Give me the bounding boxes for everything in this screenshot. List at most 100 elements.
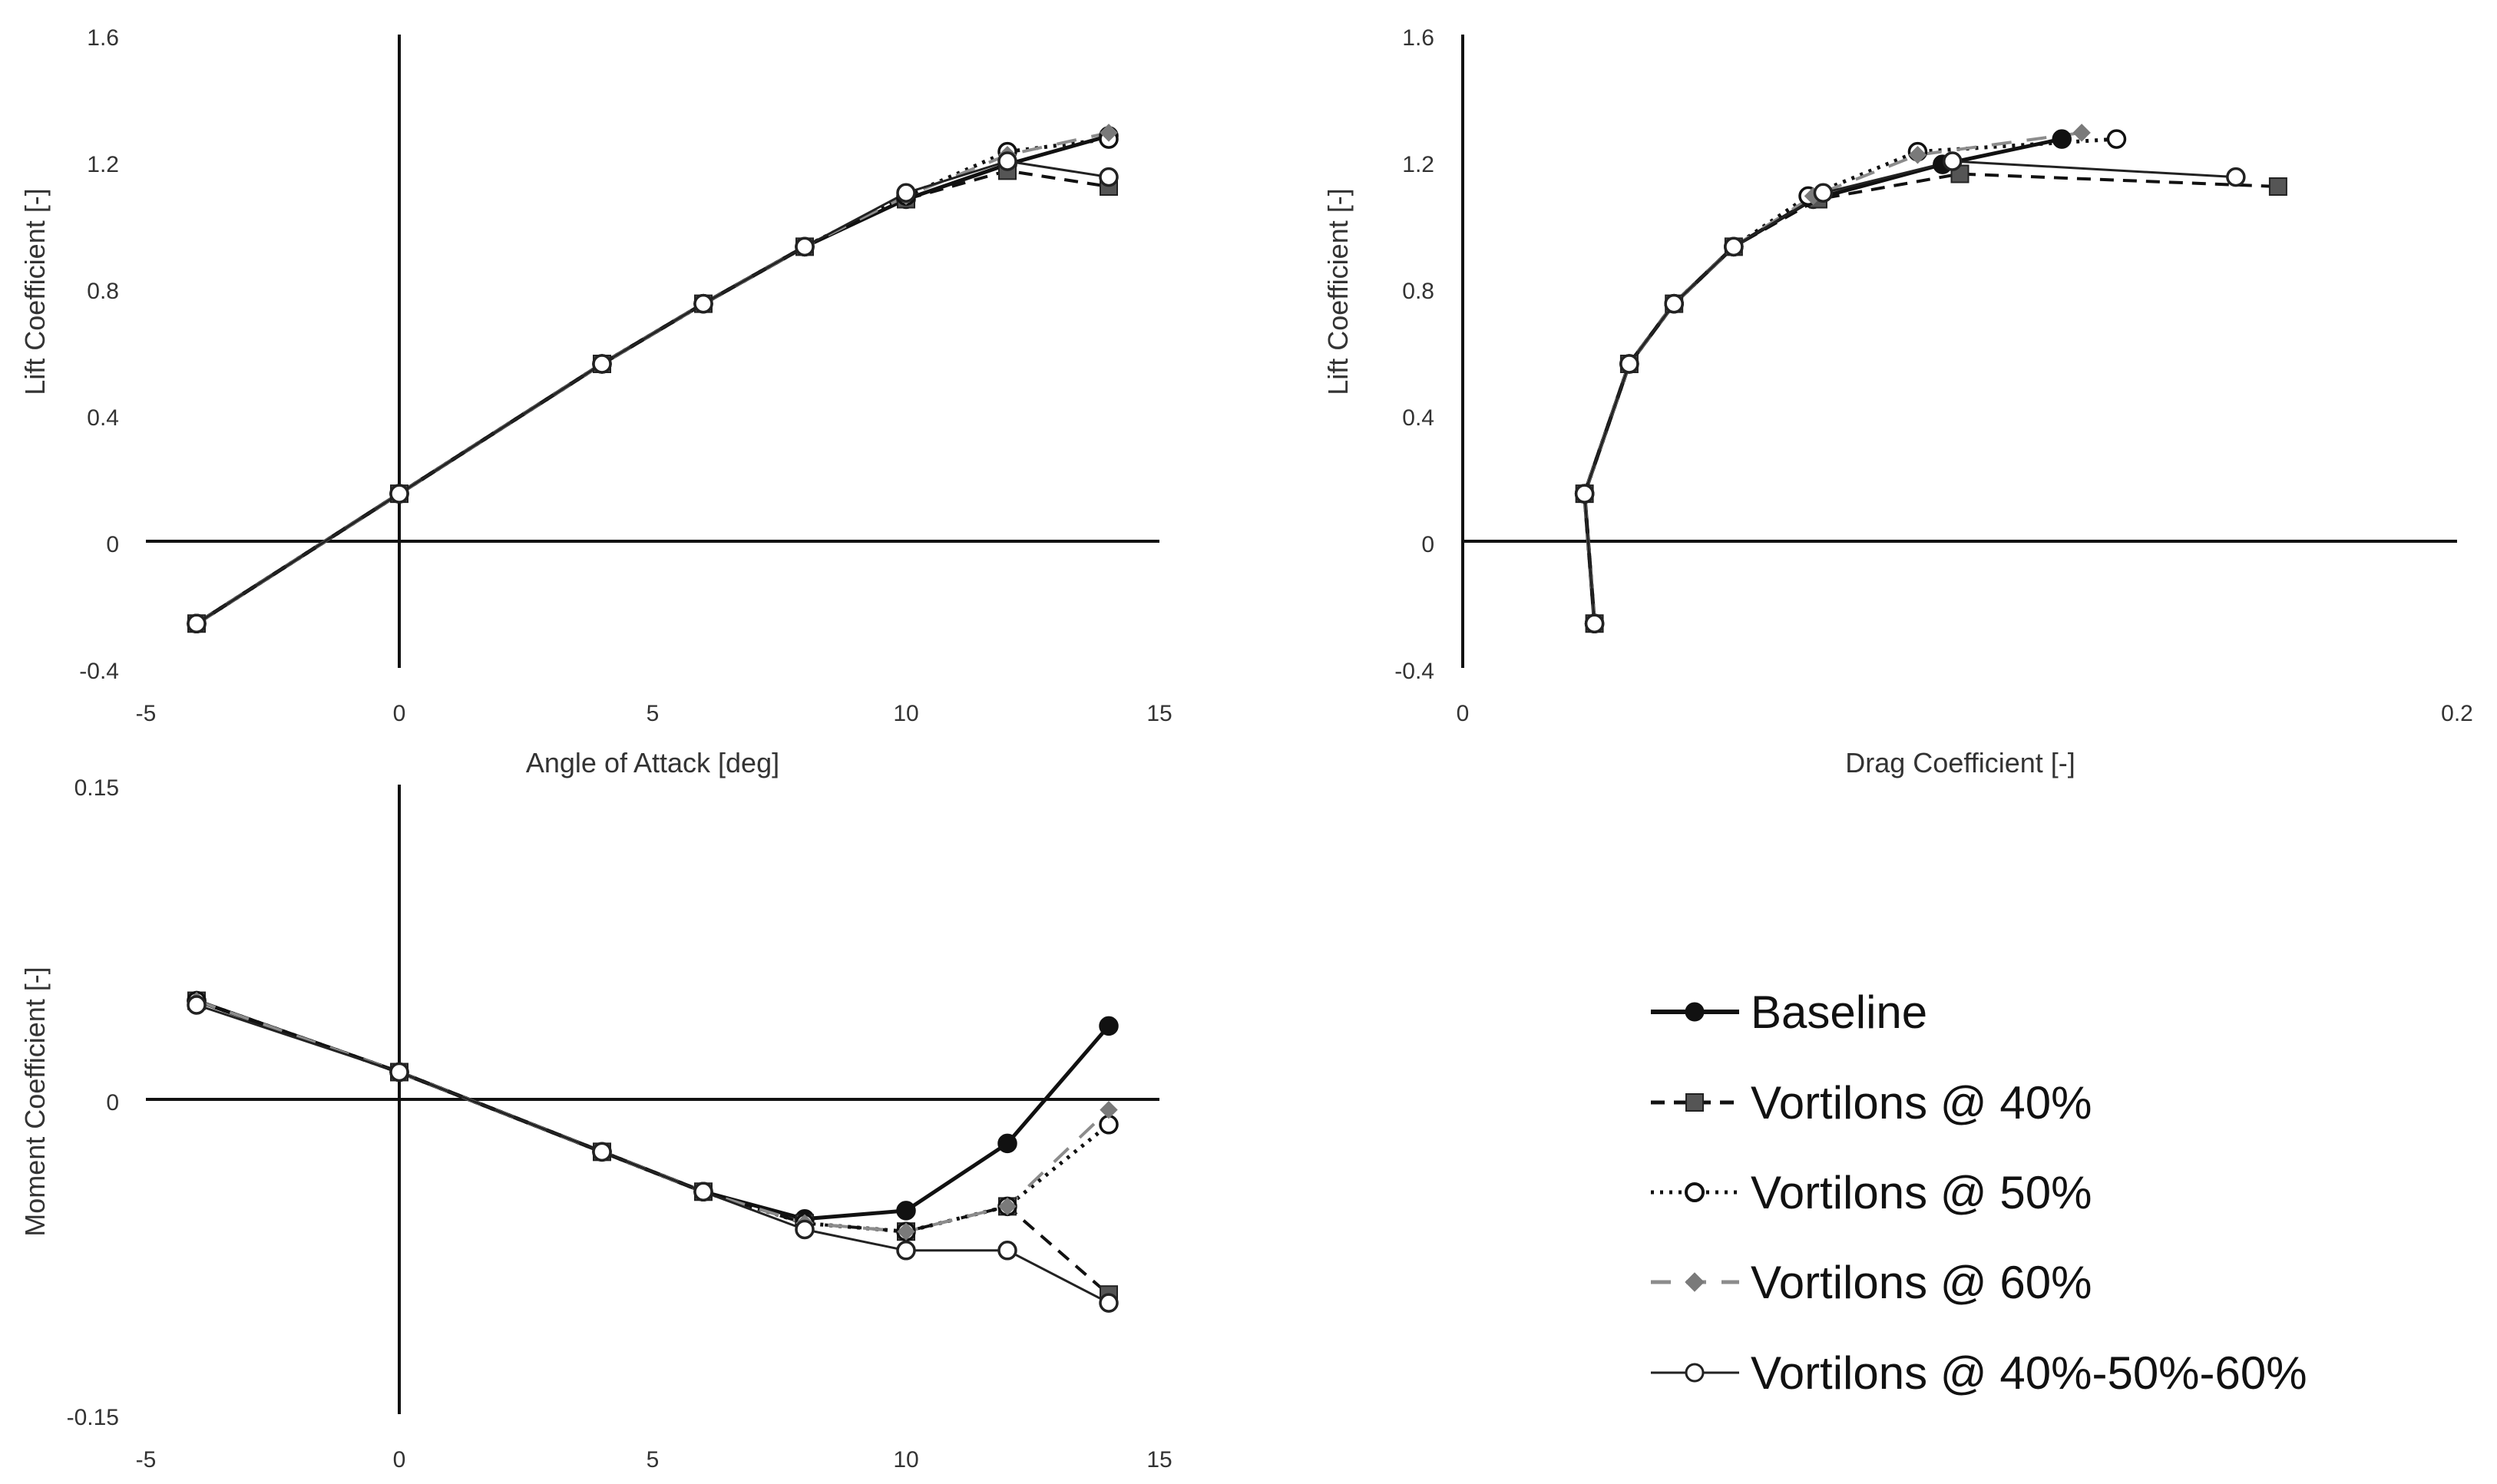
lift-drag-x-tick-labels: 0 0.2: [1457, 701, 2473, 726]
x-tick-label: 0: [393, 1447, 406, 1472]
y-tick-label: 1.2: [1402, 152, 1434, 177]
lift-alpha-x-tick-labels: -5 0 5 10 15: [136, 701, 1172, 726]
data-point-vortilons-40-50-60: [2226, 167, 2246, 187]
data-point-vortilons-40: [2268, 177, 2287, 196]
series-line-baseline: [1583, 137, 2062, 624]
legend-marker-square: [1685, 1093, 1704, 1112]
data-point-baseline: [896, 1201, 916, 1221]
legend: Baseline Vortilons @ 40% Vortilons @ 50%…: [1651, 987, 2307, 1399]
y-tick-label: 0.15: [74, 775, 119, 801]
lift-drag-marks: [1461, 35, 2457, 668]
series-line-vortilons-60: [1583, 131, 2082, 624]
data-point-vortilons-60: [1100, 1100, 1118, 1119]
series-line-vortilons-40: [196, 999, 1110, 1296]
x-tick-label: 0: [1457, 701, 1470, 726]
data-point-vortilons-40-50-60: [1724, 236, 1744, 257]
x-tick-label: 5: [647, 1447, 660, 1472]
data-point-vortilons-40-50-60: [1619, 354, 1639, 374]
y-tick-label: 1.2: [87, 152, 119, 177]
data-point-vortilons-40-50-60: [592, 354, 612, 374]
lift-alpha-marks: [146, 35, 1159, 668]
series-line-vortilons-40-50-60: [1583, 160, 2236, 624]
series-line-vortilons-40: [195, 169, 1110, 625]
data-point-vortilons-40-50-60: [187, 613, 207, 633]
series-line-vortilons-40: [1583, 172, 2278, 624]
y-tick-label: 0: [1421, 532, 1434, 557]
moment-alpha-x-tick-labels: -5 0 5 10 15: [136, 1447, 1172, 1472]
x-tick-label: 15: [1146, 1447, 1172, 1472]
data-point-vortilons-40-50-60: [693, 293, 713, 314]
series-line-vortilons-50: [195, 137, 1110, 626]
series-line-vortilons-60: [195, 131, 1110, 625]
data-point-vortilons-40-50-60: [389, 484, 409, 504]
x-tick-label: 0.2: [2441, 701, 2473, 726]
legend-label: Baseline: [1751, 987, 1927, 1038]
moment-alpha-marks: [146, 785, 1159, 1414]
y-axis-label: Lift Coefficient [-]: [19, 188, 51, 395]
x-tick-label: 10: [893, 1447, 918, 1472]
data-point-vortilons-40-50-60: [1813, 183, 1834, 203]
data-point-vortilons-40-50-60: [795, 1219, 815, 1240]
y-tick-label: 0.4: [87, 405, 119, 431]
y-axis-label: Moment Coefficient [-]: [19, 967, 51, 1236]
y-tick-label: 0.4: [1402, 405, 1434, 431]
legend-label: Vortilons @ 50%: [1751, 1167, 2092, 1218]
legend-label: Vortilons @ 40%: [1751, 1077, 2092, 1129]
data-point-vortilons-40-50-60: [1574, 484, 1595, 504]
lift-alpha-y-tick-labels: 1.6 1.2 0.8 0.4 0 -0.4: [79, 25, 119, 684]
y-tick-label: 0: [106, 532, 119, 557]
data-point-vortilons-40-50-60: [997, 151, 1017, 171]
series-line-vortilons-60: [196, 999, 1110, 1234]
legend-label: Vortilons @ 60%: [1751, 1257, 2092, 1308]
data-point-vortilons-60: [897, 1222, 915, 1241]
y-tick-label: 0.8: [1402, 279, 1434, 304]
legend-item-vortilons-40-50-60: Vortilons @ 40%-50%-60%: [1651, 1347, 2307, 1399]
series-line-baseline: [196, 999, 1110, 1221]
y-tick-label: 1.6: [87, 25, 119, 51]
data-point-vortilons-60: [1908, 146, 1927, 164]
lift-drag-y-tick-labels: 1.6 1.2 0.8 0.4 0 -0.4: [1394, 25, 1434, 684]
chart-moment-vs-alpha: 0.15 0 -0.15 -5 0 5 10 15 Moment Coeffic…: [19, 775, 1172, 1472]
data-point-vortilons-60: [998, 1197, 1017, 1216]
series-line-baseline: [195, 134, 1110, 626]
x-axis-label: Drag Coefficient [-]: [1845, 747, 2075, 778]
data-point-vortilons-40-50-60: [896, 1241, 916, 1261]
y-tick-label: -0.15: [67, 1405, 119, 1430]
data-point-vortilons-60: [2072, 124, 2091, 142]
legend-item-baseline: Baseline: [1651, 987, 1927, 1038]
data-point-vortilons-40-50-60: [896, 183, 916, 203]
data-point-vortilons-40-50-60: [1664, 293, 1684, 314]
data-point-vortilons-40-50-60: [795, 236, 815, 257]
y-axis-label: Lift Coefficient [-]: [1322, 188, 1354, 395]
series-line-vortilons-40-50-60: [196, 160, 1110, 625]
legend-label: Vortilons @ 40%-50%-60%: [1751, 1347, 2307, 1399]
legend-marker-open-circle: [1685, 1363, 1705, 1383]
data-point-vortilons-40-50-60: [693, 1182, 713, 1202]
series-line-vortilons-50: [196, 999, 1110, 1234]
series-line-vortilons-40-50-60: [196, 1003, 1110, 1304]
y-tick-label: 0: [106, 1090, 119, 1115]
data-point-vortilons-40-50-60: [592, 1142, 612, 1162]
data-point-baseline: [1099, 1016, 1119, 1036]
x-tick-label: 15: [1146, 701, 1172, 726]
x-axis-label: Angle of Attack [deg]: [526, 747, 779, 778]
legend-item-vortilons-40: Vortilons @ 40%: [1651, 1077, 2092, 1129]
x-tick-label: 5: [647, 701, 660, 726]
chart-lift-vs-drag: 1.6 1.2 0.8 0.4 0 -0.4 0 0.2 Drag Coeffi…: [1322, 25, 2473, 778]
moment-alpha-y-tick-labels: 0.15 0 -0.15: [67, 775, 119, 1430]
legend-marker-filled-circle: [1685, 1002, 1705, 1022]
series-line-vortilons-50: [1583, 137, 2117, 624]
data-point-vortilons-40-50-60: [1584, 613, 1605, 633]
data-point-vortilons-50: [2106, 129, 2127, 149]
y-tick-label: 0.8: [87, 279, 119, 304]
x-tick-label: 0: [393, 701, 406, 726]
x-tick-label: -5: [136, 1447, 157, 1472]
x-tick-label: 10: [893, 701, 918, 726]
x-tick-label: -5: [136, 701, 157, 726]
chart-lift-vs-alpha: 1.6 1.2 0.8 0.4 0 -0.4 -5 0 5 10 15 Angl…: [19, 25, 1172, 778]
y-tick-label: -0.4: [1394, 659, 1434, 684]
data-point-baseline: [997, 1133, 1017, 1154]
data-point-vortilons-60: [1100, 124, 1118, 142]
legend-marker-open-circle: [1685, 1182, 1705, 1202]
